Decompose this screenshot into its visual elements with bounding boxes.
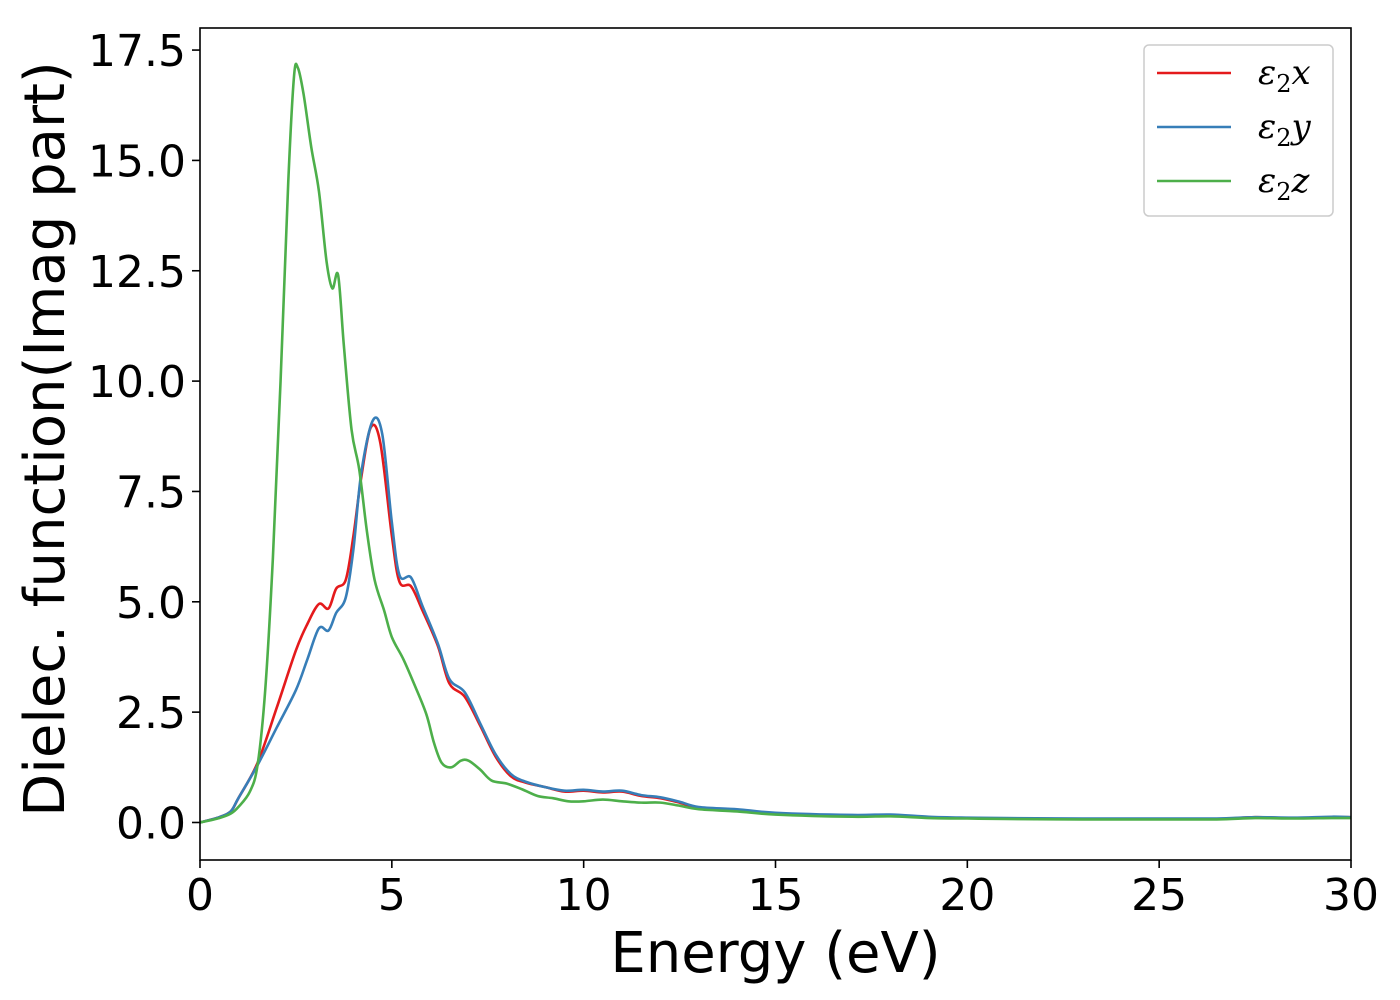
y-axis: 0.0 2.5 5.0 7.5 10.0 12.5 15.0 17.5 bbox=[88, 26, 200, 849]
legend-label: ε2y bbox=[1258, 107, 1312, 152]
series-layer bbox=[199, 62, 1352, 824]
x-tick-label: 20 bbox=[939, 870, 995, 921]
y-tick-label: 10.0 bbox=[88, 357, 186, 408]
x-tick-label: 5 bbox=[378, 870, 406, 921]
x-tick-label: 10 bbox=[556, 870, 612, 921]
legend-label: ε2z bbox=[1258, 161, 1311, 206]
y-tick-label: 15.0 bbox=[88, 136, 186, 187]
legend: ε2x ε2y ε2z bbox=[1143, 44, 1334, 217]
y-tick-label: 7.5 bbox=[116, 467, 186, 518]
x-tick-label: 0 bbox=[186, 870, 214, 921]
x-axis-title: Energy (eV) bbox=[610, 921, 940, 986]
y-axis-title: Dielec. function(Imag part) bbox=[13, 61, 78, 817]
x-axis: 0 5 10 15 20 25 30 bbox=[186, 860, 1379, 921]
x-tick-label: 25 bbox=[1131, 870, 1187, 921]
series-line-z bbox=[199, 62, 1352, 824]
x-tick-label: 30 bbox=[1323, 870, 1379, 921]
y-tick-label: 0.0 bbox=[116, 798, 186, 849]
legend-label: ε2x bbox=[1258, 53, 1311, 98]
series-line-y bbox=[199, 416, 1352, 824]
y-tick-label: 12.5 bbox=[88, 247, 186, 298]
series-line-x bbox=[199, 423, 1352, 824]
y-tick-label: 5.0 bbox=[116, 578, 186, 629]
y-tick-label: 17.5 bbox=[88, 26, 186, 77]
y-tick-label: 2.5 bbox=[116, 688, 186, 739]
x-tick-label: 15 bbox=[748, 870, 804, 921]
legend-frame bbox=[1143, 44, 1334, 217]
